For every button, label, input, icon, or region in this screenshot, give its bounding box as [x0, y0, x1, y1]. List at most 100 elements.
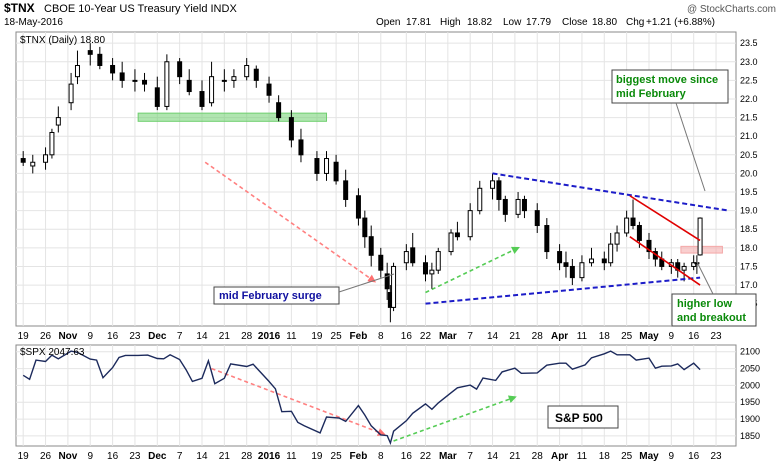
header-symbol: $TNX: [4, 1, 35, 15]
candle-body: [362, 217, 368, 238]
x-tick-label-bottom: 18: [599, 451, 611, 462]
x-tick-label-bottom: Nov: [58, 451, 77, 462]
annotation-higher-low-line2: and breakout: [677, 312, 746, 324]
annotation-higher-low-pointer: [696, 261, 714, 295]
x-tick-label-top: 9: [669, 331, 675, 342]
candle: [186, 69, 192, 96]
x-tick-label-top: 16: [401, 331, 413, 342]
candle: [132, 69, 138, 92]
candle: [467, 203, 473, 241]
candle-body: [515, 198, 521, 215]
candle-body: [521, 198, 527, 212]
candle-body: [579, 262, 585, 279]
candle-body: [110, 64, 116, 74]
spx-y-tick-label: 1900: [740, 414, 760, 424]
x-tick-label-bottom: 25: [331, 451, 343, 462]
spx-label-text: S&P 500: [555, 411, 603, 425]
candle: [589, 247, 595, 267]
x-tick-label-top: 25: [621, 331, 633, 342]
x-tick-label-bottom: 14: [196, 451, 208, 462]
annotation-feb-surge-text: mid February surge: [219, 290, 322, 302]
candle: [298, 128, 304, 163]
candle: [579, 255, 585, 282]
x-tick-label-top: Apr: [551, 331, 568, 342]
candle-body: [368, 236, 374, 256]
candle: [435, 247, 441, 274]
header-close-value: 18.80: [592, 17, 617, 28]
candle: [324, 151, 330, 181]
candle: [343, 169, 349, 207]
candle: [30, 154, 36, 174]
candle: [601, 251, 607, 271]
candle: [231, 69, 237, 88]
x-tick-label-bottom: Dec: [148, 451, 167, 462]
candle: [199, 80, 205, 111]
candle: [630, 199, 636, 230]
candle-body: [266, 83, 272, 96]
candle-body: [589, 258, 595, 264]
candle: [384, 262, 390, 300]
candle: [490, 173, 496, 200]
spx-legend: $SPX 2047.63: [20, 347, 85, 358]
candle-body: [231, 76, 237, 81]
candle-body: [244, 64, 250, 78]
price-y-tick-label: 20.5: [740, 150, 758, 160]
price-legend: $TNX (Daily) 18.80: [20, 35, 105, 46]
x-tick-label-bottom: 7: [467, 451, 473, 462]
candle: [477, 180, 483, 215]
candle-body: [164, 61, 170, 107]
candle-body: [569, 265, 575, 279]
x-tick-label-bottom: 19: [18, 451, 30, 462]
candle: [403, 244, 409, 271]
x-tick-label-top: 28: [241, 331, 253, 342]
spx-arrows: [211, 367, 517, 442]
header-chg-value: +1.21 (+6.88%): [646, 17, 715, 28]
candle: [221, 69, 227, 92]
spx-y-tick-label: 2050: [740, 364, 760, 374]
price-candles: [20, 43, 703, 323]
price-y-tick-label: 23.5: [740, 38, 758, 48]
wedge-lower-line: [629, 236, 701, 286]
header-open-label: Open: [376, 17, 400, 28]
candle-body: [601, 258, 607, 264]
x-tick-label-bottom: 9: [87, 451, 93, 462]
annotation-biggest-move-pointer: [675, 102, 706, 192]
x-tick-label-top: 23: [129, 331, 141, 342]
price-y-tick-label: 18.5: [740, 224, 758, 234]
x-tick-label-bottom: 25: [621, 451, 633, 462]
candle: [244, 58, 250, 81]
x-tick-label-bottom: 16: [688, 451, 700, 462]
candle: [74, 50, 80, 85]
x-tick-label-top: 28: [532, 331, 544, 342]
lower-trendline: [425, 276, 701, 305]
candle: [177, 58, 183, 85]
x-tick-label-top: 14: [487, 331, 499, 342]
candle: [557, 244, 563, 271]
candle: [410, 232, 416, 267]
candle: [68, 72, 74, 111]
x-tick-label-bottom: 7: [177, 451, 183, 462]
annotation-biggest-move-line1: biggest move since: [616, 74, 718, 86]
x-tick-label-bottom: May: [639, 451, 659, 462]
x-tick-label-bottom: 11: [286, 451, 297, 462]
candle-body: [502, 198, 508, 215]
candle: [521, 195, 527, 219]
candle-body: [691, 262, 697, 267]
candle-body: [55, 117, 61, 126]
candle-body: [324, 158, 330, 174]
x-tick-label-bottom: 21: [509, 451, 521, 462]
candle-body: [646, 239, 652, 253]
x-tick-label-top: Mar: [439, 331, 457, 342]
annotation-higher-low: higher low and breakout: [671, 261, 757, 327]
header-high-label: High: [440, 17, 461, 28]
x-tick-label-top: 9: [87, 331, 93, 342]
x-tick-label-top: Nov: [58, 331, 77, 342]
candle-body: [276, 102, 282, 119]
candle: [276, 95, 282, 122]
candle: [314, 151, 320, 181]
candle: [496, 177, 502, 211]
price-arrows: [204, 161, 520, 294]
x-tick-label-top: 21: [509, 331, 521, 342]
candle: [422, 255, 428, 282]
